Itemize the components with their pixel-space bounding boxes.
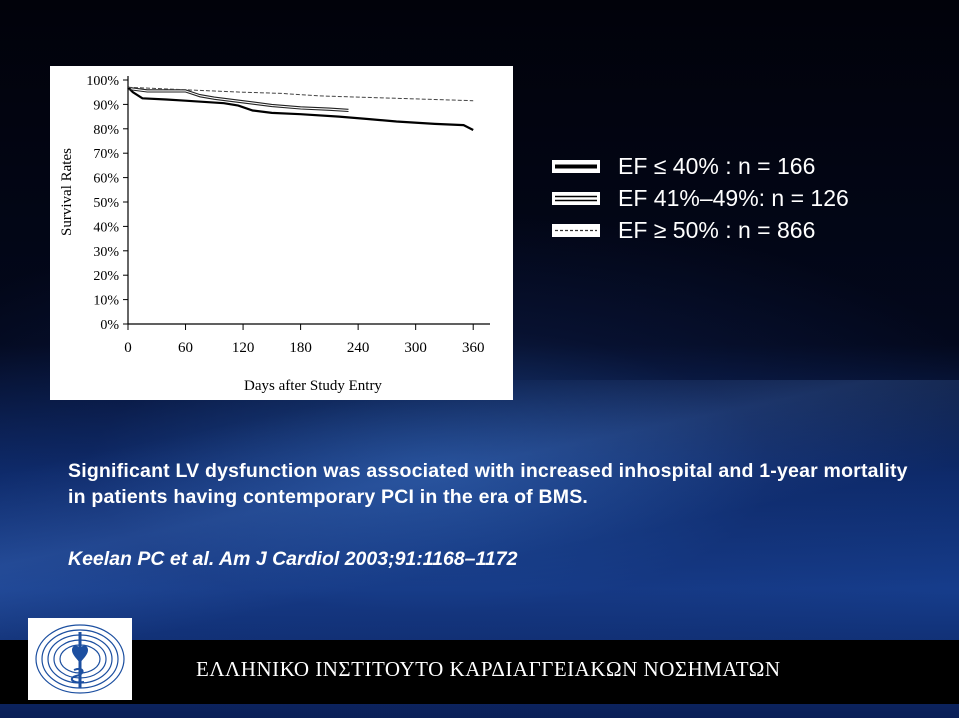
- legend-swatch-solid-double: [552, 191, 600, 205]
- survival-chart-svg: 100% 90% 80% 70% 60% 50% 40% 30% 20% 10% 0% 0 60 120 1…: [59, 74, 490, 394]
- institute-logo: [28, 618, 132, 700]
- x-axis-title: Days after Study Entry: [244, 378, 382, 394]
- y-tick-label: 90%: [93, 98, 119, 113]
- y-tick-label: 50%: [93, 196, 119, 211]
- legend-item-ef-ge-50: EF ≥ 50% : n = 866: [552, 214, 952, 246]
- y-tick-label: 20%: [93, 269, 119, 284]
- chart-legend: EF ≤ 40% : n = 166 EF 41%–49%: n = 126 E…: [552, 150, 952, 246]
- legend-label: EF ≤ 40% : n = 166: [618, 152, 816, 179]
- legend-item-ef-41-49: EF 41%–49%: n = 126: [552, 182, 952, 214]
- institute-name: ΕΛΛΗΝΙΚΟ ΙΝΣΤΙΤΟΥΤΟ ΚΑΡΔΙΑΓΓΕΙΑΚΩΝ ΝΟΣΗΜ…: [196, 657, 781, 681]
- legend-label: EF 41%–49%: n = 126: [618, 184, 849, 211]
- footer-bar: [0, 640, 959, 704]
- y-tick-label: 40%: [93, 220, 119, 235]
- x-tick-label: 360: [462, 340, 485, 356]
- y-tick-label: 10%: [93, 294, 119, 309]
- slide-citation: Keelan PC et al. Am J Cardiol 2003;91:11…: [68, 548, 518, 570]
- x-tick-label: 180: [289, 340, 312, 356]
- y-tick-label: 0%: [100, 318, 119, 333]
- y-tick-label: 100%: [86, 74, 119, 89]
- x-tick-label: 0: [124, 340, 132, 356]
- legend-label: EF ≥ 50% : n = 866: [618, 216, 816, 243]
- y-tick-label: 80%: [93, 123, 119, 138]
- series-line-2-second-stroke: [127, 88, 349, 113]
- x-tick-label: 120: [232, 340, 255, 356]
- y-tick-label: 30%: [93, 245, 119, 260]
- series-line-2: [127, 86, 349, 110]
- series-line-1: [127, 86, 474, 131]
- survival-chart: 100% 90% 80% 70% 60% 50% 40% 30% 20% 10% 0% 0 60 120 1…: [50, 66, 513, 400]
- slide-caption: Significant LV dysfunction was associate…: [68, 460, 908, 508]
- y-tick-label: 70%: [93, 147, 119, 162]
- background-streak: [0, 380, 959, 640]
- legend-swatch-solid-thick: [552, 159, 600, 173]
- y-tick-label: 60%: [93, 172, 119, 187]
- x-tick-label: 300: [404, 340, 427, 356]
- x-tick-label: 60: [178, 340, 193, 356]
- series-line-3: [127, 86, 474, 102]
- x-tick-label: 240: [347, 340, 370, 356]
- y-axis-title: Survival Rates: [59, 148, 75, 236]
- legend-swatch-dashed: [552, 223, 600, 237]
- legend-item-ef-le-40: EF ≤ 40% : n = 166: [552, 150, 952, 182]
